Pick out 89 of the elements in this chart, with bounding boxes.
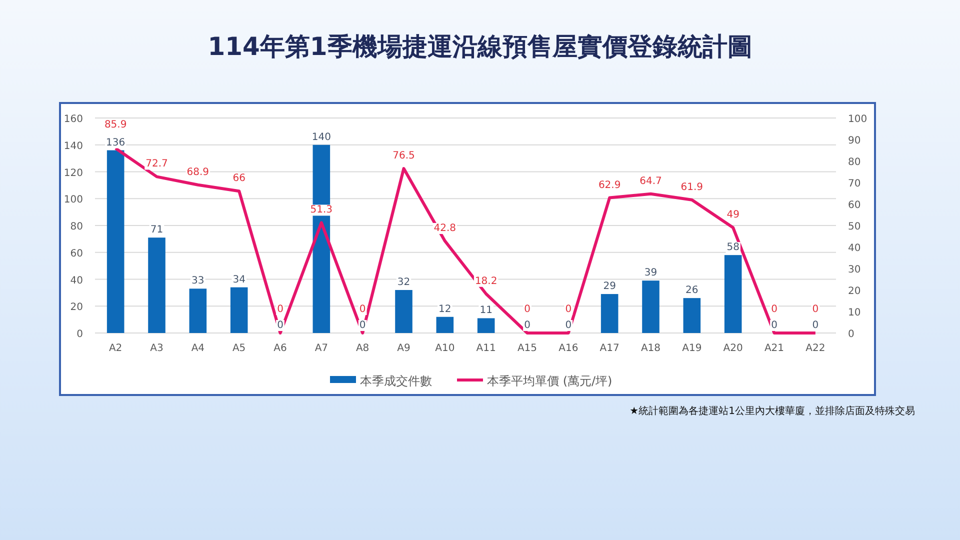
y2-tick-label: 30 [848, 264, 861, 276]
y2-tick-label: 40 [848, 243, 861, 254]
bar [106, 150, 124, 333]
y-tick-label: 60 [70, 248, 83, 260]
x-tick-label: A16 [558, 343, 578, 354]
data-label: 32 [397, 277, 410, 288]
data-label: 0 [277, 320, 284, 331]
data-label: 0 [359, 304, 366, 315]
y-tick-label: 20 [70, 302, 83, 314]
x-tick-label: A10 [435, 343, 455, 354]
data-label: 11 [480, 305, 492, 316]
data-label: 33 [192, 276, 204, 287]
y2-tick-label: 90 [848, 136, 861, 146]
data-label: 85.9 [104, 119, 127, 130]
data-label: 29 [603, 281, 616, 292]
bar [230, 287, 248, 333]
y2-tick-label: 20 [848, 286, 861, 297]
x-tick-label: A21 [764, 343, 784, 354]
data-label: 62.9 [598, 180, 621, 191]
x-tick-label: A20 [723, 343, 743, 354]
bar [477, 318, 495, 333]
data-label: 72.7 [146, 158, 168, 170]
data-label: 18.2 [474, 276, 498, 287]
data-label: 51.3 [310, 204, 333, 216]
data-label: 71 [150, 224, 164, 236]
x-tick-label: A15 [517, 343, 538, 354]
data-label: 0 [565, 304, 572, 315]
x-tick-label: A2 [108, 343, 122, 354]
data-label: 34 [232, 274, 246, 286]
x-tick-label: A11 [476, 343, 496, 354]
bar [724, 255, 742, 333]
chart-title: 114年第1季機場捷運沿線預售屋實價登錄統計圖 [208, 32, 752, 61]
data-label: 0 [524, 320, 530, 331]
data-label: 0 [771, 304, 778, 315]
data-label: 0 [812, 304, 819, 315]
data-label: 66 [232, 173, 246, 184]
x-tick-label: A7 [314, 343, 328, 354]
y-tick-label: 0 [76, 329, 83, 340]
x-tick-label: A19 [682, 343, 702, 354]
y2-tick-label: 0 [848, 329, 854, 340]
data-label: 0 [277, 304, 284, 315]
data-label: 39 [644, 268, 658, 279]
x-tick-label: A17 [600, 343, 620, 354]
data-label: 140 [312, 132, 331, 143]
bar [683, 298, 701, 333]
y2-tick-label: 60 [848, 200, 861, 211]
bar [395, 290, 412, 333]
x-tick-label: A8 [356, 343, 370, 354]
data-label: 68.9 [186, 166, 210, 178]
y-tick-label: 140 [64, 140, 83, 152]
data-label: 42.8 [434, 222, 456, 234]
y2-tick-label: 80 [848, 157, 861, 168]
legend-label: 本季成交件數 [360, 374, 432, 388]
x-tick-label: A3 [150, 343, 164, 354]
data-label: 12 [438, 304, 452, 315]
y2-tick-label: 10 [848, 308, 861, 318]
x-tick-label: A6 [274, 343, 287, 354]
bar [642, 280, 660, 333]
data-label: 49 [726, 210, 740, 221]
x-tick-label: A4 [191, 343, 205, 354]
data-label: 58 [726, 242, 740, 254]
y2-tick-label: 50 [848, 222, 861, 232]
data-label: 61.9 [680, 182, 704, 193]
y-tick-label: 40 [70, 275, 83, 286]
data-label: 0 [524, 304, 530, 315]
bar [436, 316, 454, 333]
y2-tick-label: 70 [848, 178, 861, 190]
y-tick-label: 100 [64, 194, 83, 206]
data-label: 64.7 [640, 176, 662, 187]
y-tick-label: 160 [64, 114, 83, 125]
text: ★統計範圍為各捷運站1公里內大樓華廈，並排除店面及特殊交易 [630, 405, 915, 417]
data-label: 26 [686, 285, 698, 296]
y-tick-label: 120 [64, 168, 83, 179]
legend-label: 本季平均單價 (萬元/坪) [487, 374, 612, 388]
data-label: 0 [812, 320, 819, 331]
data-label: 76.5 [392, 150, 415, 162]
y2-tick-label: 100 [848, 114, 868, 125]
x-tick-label: A5 [232, 343, 246, 354]
bar [148, 238, 166, 333]
data-label: 0 [771, 320, 778, 331]
x-tick-label: A22 [806, 343, 826, 354]
bar [600, 294, 618, 333]
data-label: 136 [106, 137, 126, 148]
data-label: 0 [359, 320, 366, 331]
x-tick-label: A9 [397, 343, 410, 354]
y-tick-label: 80 [70, 222, 83, 232]
bar [189, 288, 207, 333]
x-tick-label: A18 [640, 343, 661, 354]
data-label: 0 [565, 320, 572, 331]
